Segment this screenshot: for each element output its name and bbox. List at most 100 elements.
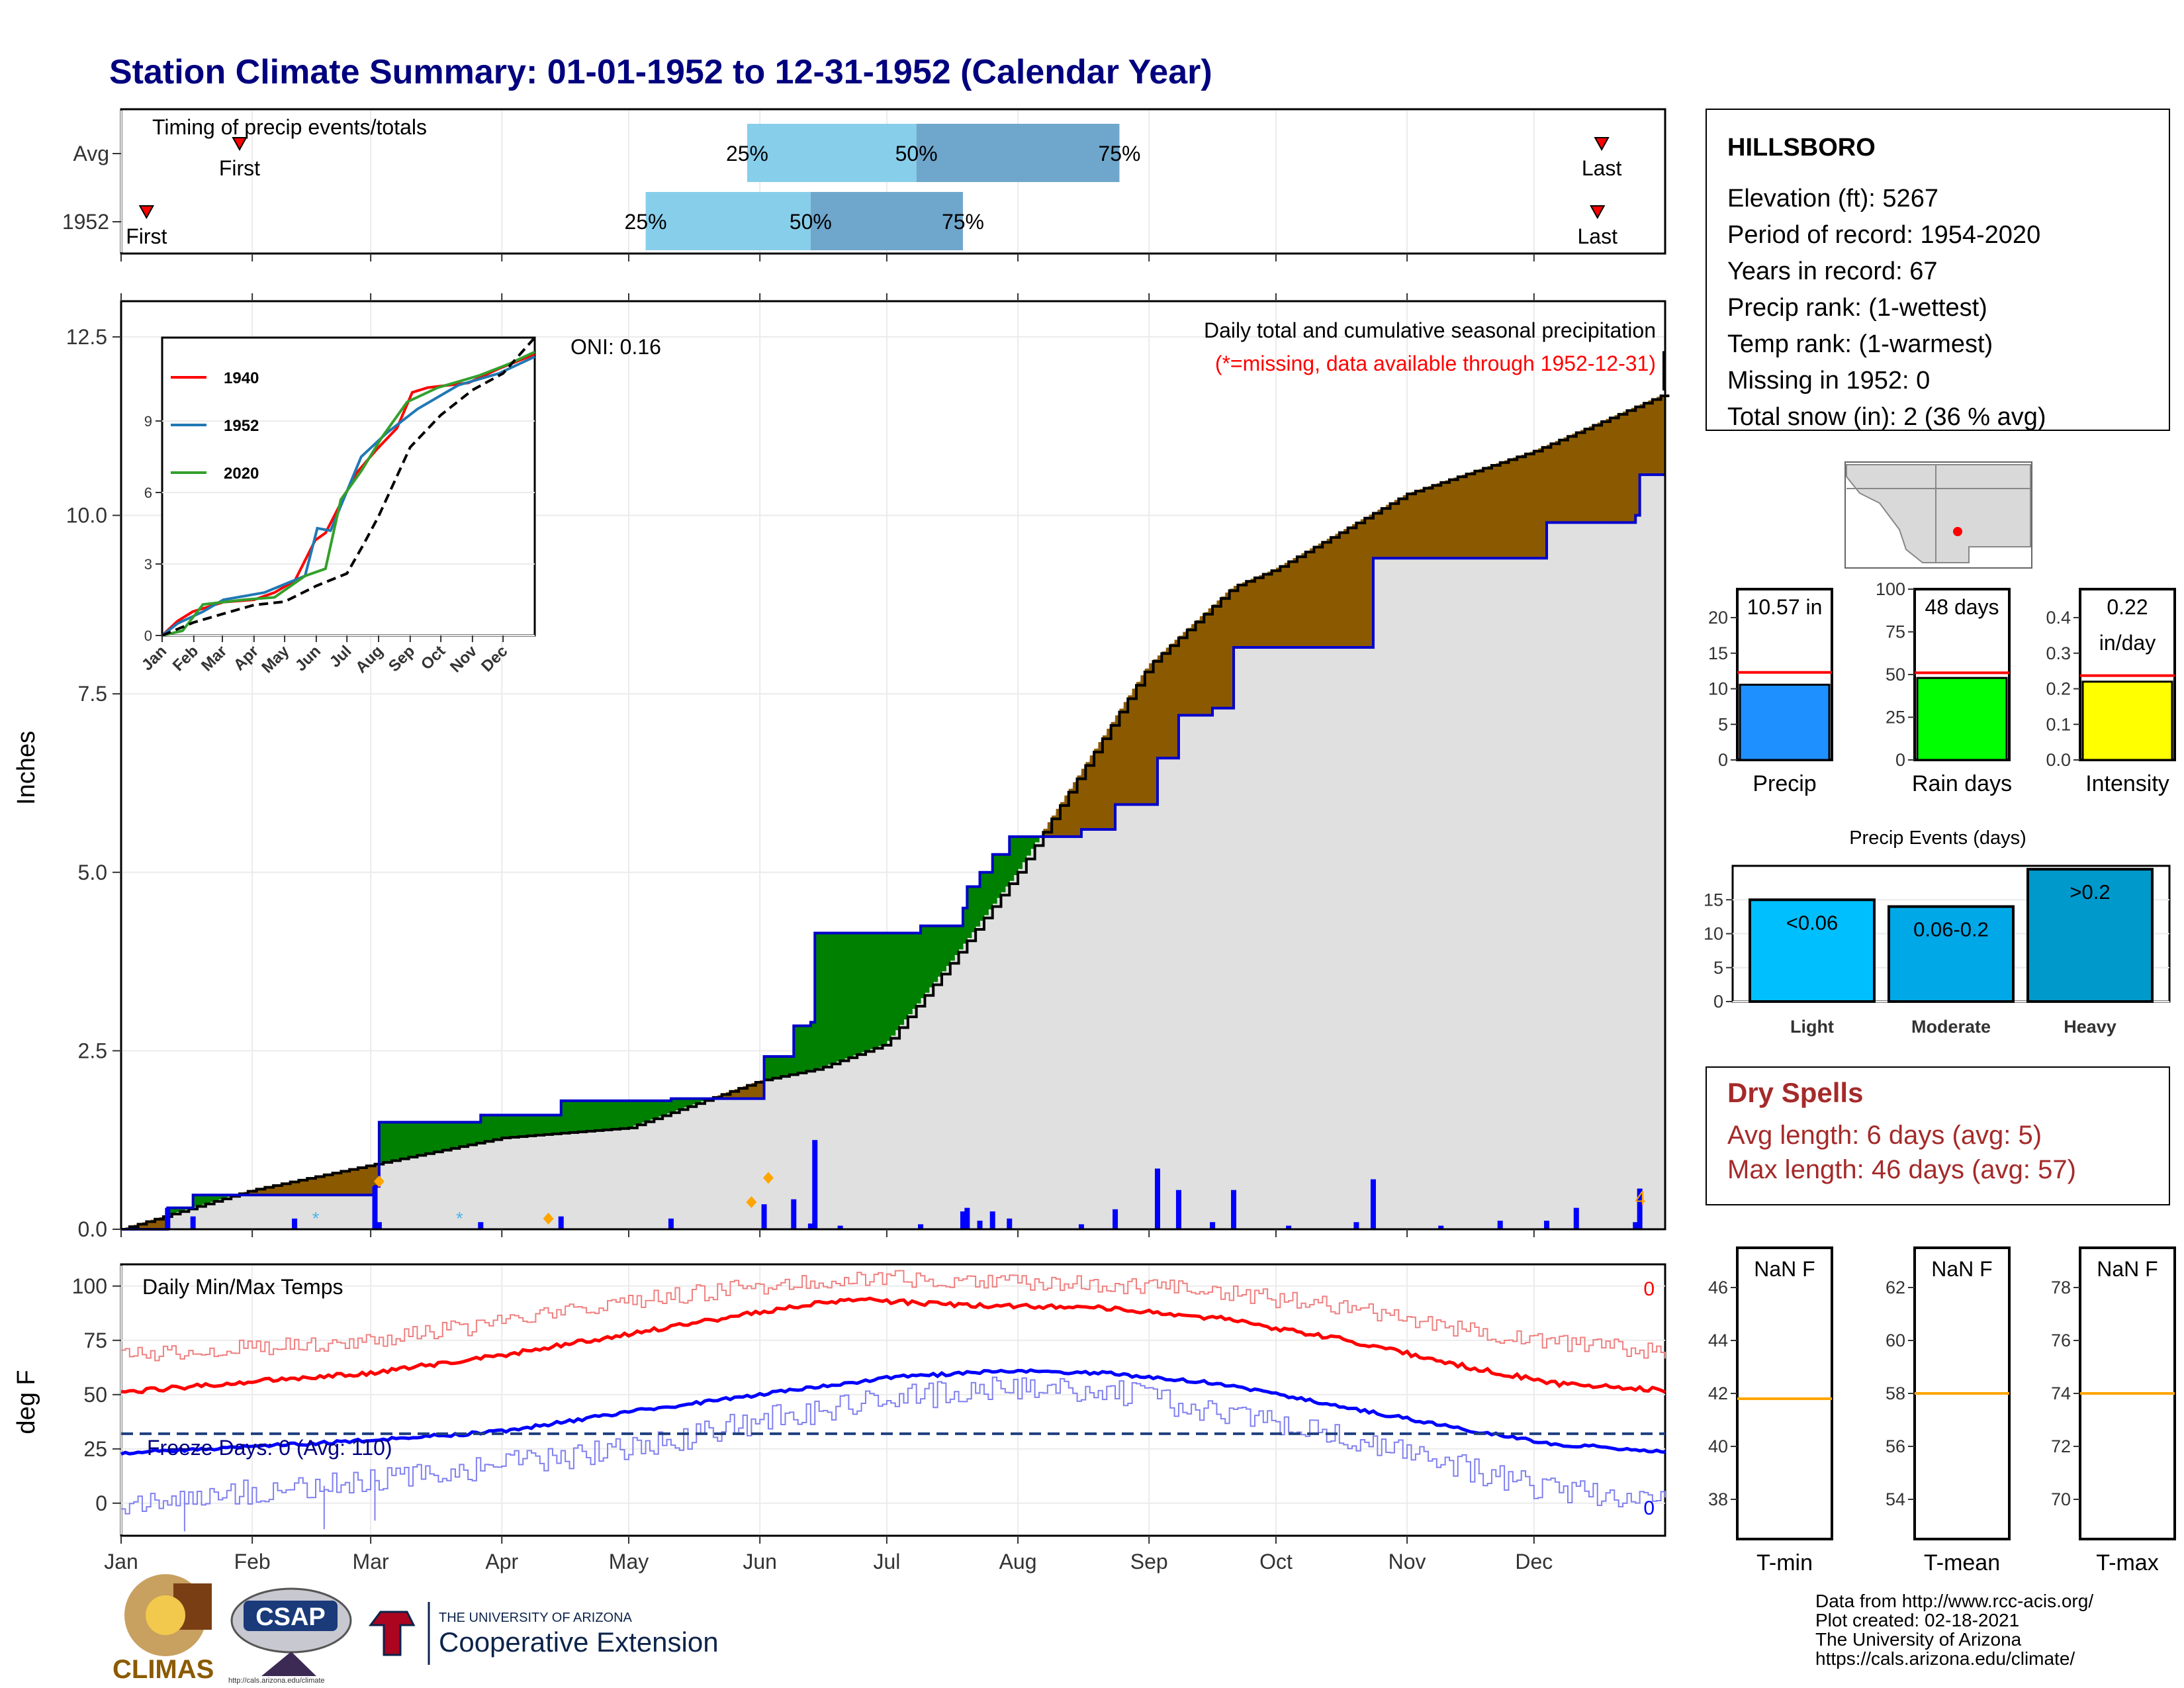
mini-bar-value-label: 0.22	[2107, 595, 2148, 619]
temp-box-ytick-label: 58	[1886, 1383, 1905, 1403]
drier-area	[1170, 643, 1175, 759]
quartile-box-lower	[645, 192, 811, 250]
daily-precip-bar	[1573, 1207, 1579, 1229]
wetter-area	[518, 1115, 523, 1137]
wetter-area	[658, 1100, 663, 1117]
drier-area	[743, 1086, 748, 1099]
timing-marker	[232, 137, 248, 152]
wetter-area	[523, 1115, 528, 1137]
daily-precip-bar	[1007, 1218, 1013, 1229]
drier-area	[1365, 516, 1370, 648]
drier-area	[1644, 402, 1649, 475]
temp-box-frame	[1736, 1246, 1833, 1540]
drier-area	[1234, 586, 1239, 648]
drier-area	[1394, 500, 1399, 559]
wetter-area	[776, 1056, 782, 1077]
wetter-area	[844, 933, 849, 1059]
wetter-area	[222, 1195, 228, 1199]
inset-ytick-label: 6	[144, 485, 152, 501]
wetter-area	[700, 1098, 705, 1102]
station-info-line: Period of record: 1954-2020	[1727, 221, 2040, 249]
wetter-area	[531, 1115, 536, 1136]
wetter-area	[510, 1115, 516, 1137]
drier-area	[320, 1175, 325, 1196]
wetter-area	[383, 1122, 388, 1162]
temp-box-ytick-label: 42	[1708, 1383, 1728, 1403]
drier-area	[1297, 555, 1302, 648]
drier-area	[295, 1180, 300, 1196]
drier-area	[1584, 428, 1590, 523]
wetter-area	[654, 1100, 659, 1118]
credit-line-4: https://cals.arizona.edu/climate/	[1815, 1648, 2075, 1669]
avg-max-line	[120, 1296, 1666, 1395]
temp-panel: 0 25 50 75 100 deg F Daily Min/Max Temps Fre…	[13, 1263, 1666, 1537]
drier-area	[1466, 473, 1471, 559]
drier-area	[1648, 400, 1653, 475]
drier-area	[1407, 493, 1412, 559]
wetter-area	[413, 1122, 418, 1156]
drier-area	[1064, 795, 1069, 837]
drier-area	[1119, 708, 1124, 805]
wetter-area	[404, 1122, 410, 1158]
events-ytick-label: 5	[1713, 958, 1723, 978]
daily-precip-bar	[807, 1223, 813, 1229]
drier-area	[1521, 454, 1526, 559]
drier-area	[1411, 491, 1416, 559]
wetter-area	[870, 933, 875, 1049]
wetter-area	[455, 1122, 460, 1147]
mini-bar-category: Rain days	[1912, 771, 2012, 796]
drier-area	[371, 1164, 376, 1196]
drier-area	[1487, 466, 1492, 559]
drier-area	[730, 1090, 735, 1099]
credit-line-3: The University of Arizona	[1815, 1629, 2022, 1650]
wetter-area	[442, 1122, 447, 1150]
wetter-area	[557, 1115, 562, 1134]
drier-area	[1060, 802, 1065, 837]
drier-area	[1441, 481, 1446, 559]
count-label: 4	[1635, 1188, 1646, 1209]
daily-precip-bar	[761, 1204, 767, 1229]
timing-marker	[1590, 205, 1606, 220]
precip-ytick-label: 12.5	[66, 325, 107, 349]
wetter-area	[823, 933, 829, 1066]
wetter-area	[214, 1195, 219, 1201]
climas-text: CLIMAS	[113, 1655, 214, 1684]
observed-cumulative-line	[121, 473, 1665, 1231]
drier-area	[1415, 490, 1420, 559]
drier-area	[1424, 487, 1429, 559]
mini-bar-category: Precip	[1752, 771, 1816, 796]
wetter-area	[1001, 854, 1006, 892]
temp-box-label: T-max	[2096, 1550, 2158, 1575]
wetter-area	[942, 925, 946, 972]
mini-bar-ytick-label: 75	[1886, 622, 1905, 642]
wetter-area	[1009, 836, 1015, 881]
drier-area	[1453, 477, 1459, 559]
drier-area	[1610, 416, 1615, 523]
wetter-area	[599, 1100, 604, 1131]
wetter-area	[983, 872, 989, 915]
precip-ytick-label: 10.0	[66, 504, 107, 528]
wetter-area	[218, 1195, 224, 1200]
drier-area	[1432, 485, 1437, 559]
month-label: Dec	[1515, 1550, 1553, 1573]
drier-area	[1508, 459, 1514, 559]
wetter-area	[781, 1056, 786, 1076]
daily-precip-bar	[791, 1199, 797, 1229]
daily-precip-bar	[1544, 1221, 1550, 1229]
wetter-area	[684, 1098, 689, 1107]
drier-area	[1331, 536, 1336, 648]
daily-precip-bar	[1286, 1225, 1292, 1229]
drier-area	[1199, 616, 1205, 716]
wetter-area	[205, 1195, 210, 1203]
wetter-area	[925, 925, 930, 993]
intensity-marker	[373, 1175, 385, 1188]
mini-bar-ytick-label: 0.4	[2046, 608, 2071, 628]
drier-area	[1386, 504, 1391, 559]
drier-area	[755, 1081, 760, 1099]
daily-min-record-line	[121, 1376, 1666, 1515]
drier-area	[1500, 461, 1505, 559]
drier-area	[1576, 432, 1581, 523]
wetter-area	[815, 933, 820, 1070]
daily-precip-bar	[812, 1140, 818, 1229]
